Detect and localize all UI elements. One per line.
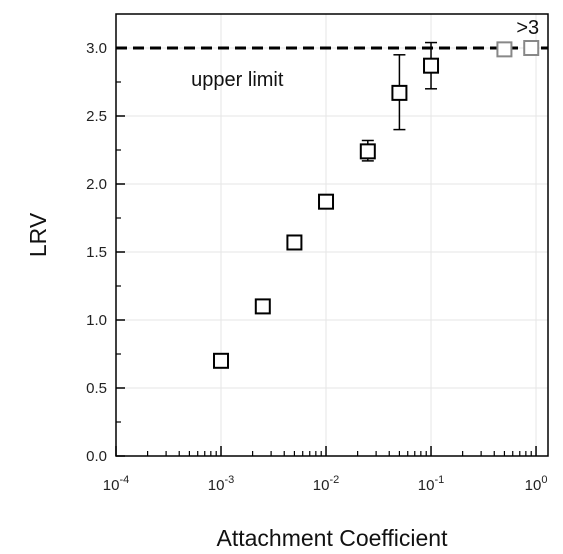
y-tick-label: 2.0 [86, 176, 107, 193]
data-point [391, 84, 408, 101]
y-tick-label: 2.5 [86, 108, 107, 125]
x-tick-label: 100 [525, 474, 548, 494]
y-tick-label: 3.0 [86, 40, 107, 57]
upper-limit-label: upper limit [191, 69, 284, 91]
data-point [318, 193, 335, 210]
x-tick-label: 10-2 [313, 474, 339, 494]
greater-than-3-annotation: >3 [516, 17, 539, 39]
y-tick-label: 0.5 [86, 380, 107, 397]
data-point [286, 234, 303, 251]
data-point [213, 352, 230, 369]
data-points [213, 40, 540, 369]
x-axis-title: Attachment Coefficient [217, 525, 449, 551]
censored-data-point [523, 40, 540, 56]
data-point [254, 298, 271, 315]
y-axis-title: LRV [25, 212, 51, 257]
plot-frame [115, 13, 549, 457]
y-tick-label: 1.5 [86, 244, 107, 261]
data-point [359, 143, 376, 160]
x-tick-label: 10-1 [418, 474, 444, 494]
tick-labels: 0.0 0.5 1.0 1.5 2.0 2.5 3.0 10-4 10-3 10-2 10-1 100 [86, 40, 547, 494]
data-point [423, 57, 440, 74]
censored-data-point [496, 41, 513, 58]
x-tick-label: 10-4 [103, 474, 129, 494]
grid [115, 14, 548, 457]
x-tick-label: 10-3 [208, 474, 234, 494]
y-tick-label: 0.0 [86, 448, 107, 465]
y-tick-label: 1.0 [86, 312, 107, 329]
